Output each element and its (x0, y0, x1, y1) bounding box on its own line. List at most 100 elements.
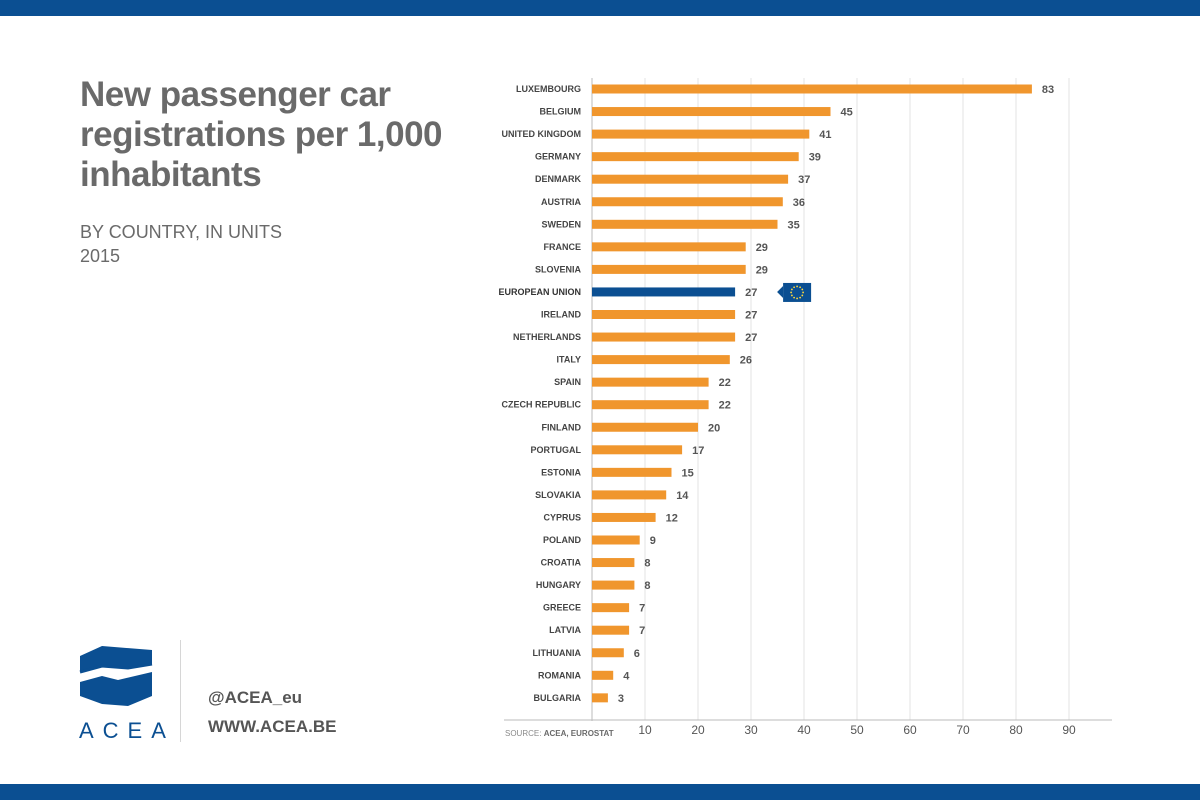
category-label: AUSTRIA (541, 197, 581, 207)
category-label: NETHERLANDS (513, 332, 581, 342)
eu-star (801, 294, 804, 297)
category-label: SLOVENIA (535, 264, 582, 274)
bar (592, 580, 635, 590)
top-band (0, 0, 1200, 16)
value-label: 27 (745, 287, 757, 299)
eu-star (793, 286, 795, 289)
bottom-band (0, 784, 1200, 800)
x-tick-label: 90 (1062, 723, 1076, 737)
bar (592, 422, 698, 432)
value-label: 12 (666, 512, 678, 524)
page-title: New passenger car registrations per 1,00… (80, 75, 443, 194)
value-label: 29 (756, 264, 768, 276)
bar (592, 377, 709, 387)
x-tick-label: 30 (744, 723, 758, 737)
bar (592, 152, 799, 162)
value-label: 15 (682, 467, 694, 479)
subtitle-units: BY COUNTRY, IN UNITS (80, 222, 283, 242)
eu-star (802, 291, 804, 294)
category-label: ROMANIA (538, 670, 581, 680)
bar (592, 197, 783, 207)
value-label: 22 (719, 400, 731, 412)
eu-star (796, 297, 798, 300)
bar (592, 625, 630, 635)
eu-star (793, 296, 795, 299)
x-tick-label: 80 (1009, 723, 1023, 737)
category-label: CZECH REPUBLIC (501, 400, 581, 410)
category-label: UNITED KINGDOM (502, 129, 582, 139)
category-label: SLOVAKIA (535, 490, 581, 500)
category-label: SWEDEN (541, 219, 581, 229)
bar (592, 445, 683, 455)
value-label: 7 (639, 625, 645, 637)
category-label: PORTUGAL (531, 445, 582, 455)
eu-star (791, 294, 793, 297)
category-label: POLAND (543, 535, 582, 545)
value-label: 83 (1042, 84, 1054, 96)
source-value: ACEA, EUROSTAT (543, 729, 614, 738)
eu-star (801, 288, 804, 291)
x-tick-label: 20 (691, 723, 705, 737)
x-tick-label: 60 (903, 723, 917, 737)
subtitle-year: 2015 (80, 246, 121, 266)
acea-logo-icon (79, 646, 153, 706)
x-tick-label: 40 (797, 723, 811, 737)
bar (592, 129, 810, 139)
value-label: 14 (676, 490, 689, 502)
category-label: GREECE (543, 603, 581, 613)
category-label: BULGARIA (534, 693, 582, 703)
value-label: 20 (708, 422, 720, 434)
category-label: ITALY (556, 355, 581, 365)
eu-star (790, 291, 792, 294)
value-label: 29 (756, 242, 768, 254)
category-label: ESTONIA (541, 467, 581, 477)
bar (592, 264, 746, 274)
value-label: 4 (623, 670, 630, 682)
eu-star (799, 296, 801, 299)
category-label: SPAIN (554, 377, 581, 387)
bar (592, 174, 789, 184)
flag-pointer (777, 285, 784, 298)
value-label: 41 (819, 129, 831, 141)
x-tick-label: 10 (638, 723, 652, 737)
category-label: IRELAND (541, 310, 581, 320)
bar (592, 535, 640, 545)
category-label: EUROPEAN UNION (498, 287, 581, 297)
logo-text: ACEA (79, 718, 175, 743)
value-label: 26 (740, 355, 752, 367)
value-label: 8 (644, 558, 650, 570)
category-label: BELGIUM (540, 107, 582, 117)
eu-star (791, 288, 793, 291)
category-label: DENMARK (535, 174, 581, 184)
bar (592, 490, 667, 500)
highlight-bar (592, 287, 736, 297)
category-label: LATVIA (549, 625, 581, 635)
bar (592, 400, 709, 410)
bar (592, 670, 614, 680)
value-label: 6 (634, 648, 640, 660)
value-label: 3 (618, 693, 624, 705)
bar (592, 603, 630, 613)
x-tick-label: 50 (850, 723, 864, 737)
value-label: 27 (745, 332, 757, 344)
category-label: GERMANY (535, 152, 581, 162)
bar (592, 242, 746, 252)
bar (592, 512, 656, 522)
source-note: SOURCE: ACEA, EUROSTAT (505, 729, 614, 738)
value-label: 8 (644, 580, 650, 592)
x-tick-label: 70 (956, 723, 970, 737)
bar (592, 648, 624, 658)
source-label: SOURCE: (505, 729, 542, 738)
eu-star (799, 286, 801, 289)
subtitle: BY COUNTRY, IN UNITS 2015 (80, 220, 282, 268)
category-label: FRANCE (544, 242, 582, 252)
value-label: 17 (692, 445, 704, 457)
bar (592, 693, 608, 703)
eu-star (796, 285, 798, 288)
bar (592, 310, 736, 319)
twitter-handle[interactable]: @ACEA_eu (208, 688, 303, 707)
category-label: CROATIA (541, 558, 582, 568)
value-label: 7 (639, 603, 645, 615)
website-link[interactable]: WWW.ACEA.BE (208, 717, 337, 736)
